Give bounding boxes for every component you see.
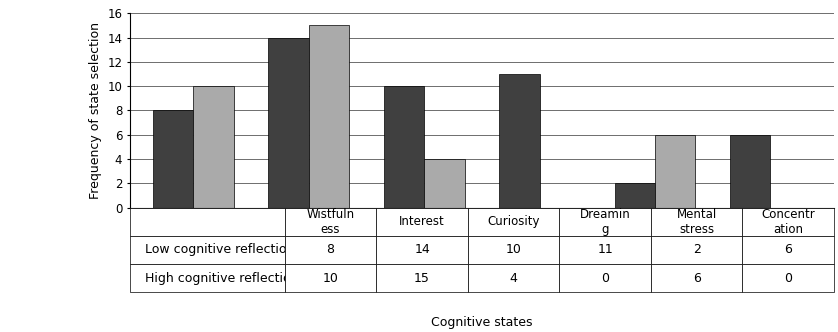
Bar (268, 38, 308, 208)
Bar (424, 159, 464, 208)
Bar (384, 86, 424, 208)
Text: Cognitive states: Cognitive states (431, 316, 533, 329)
Bar (614, 183, 655, 208)
Bar (194, 86, 234, 208)
Bar (499, 74, 540, 208)
Y-axis label: Frequency of state selection: Frequency of state selection (89, 22, 101, 199)
Bar (308, 26, 349, 208)
Bar (655, 135, 696, 208)
Bar (153, 111, 194, 208)
Bar (730, 135, 770, 208)
